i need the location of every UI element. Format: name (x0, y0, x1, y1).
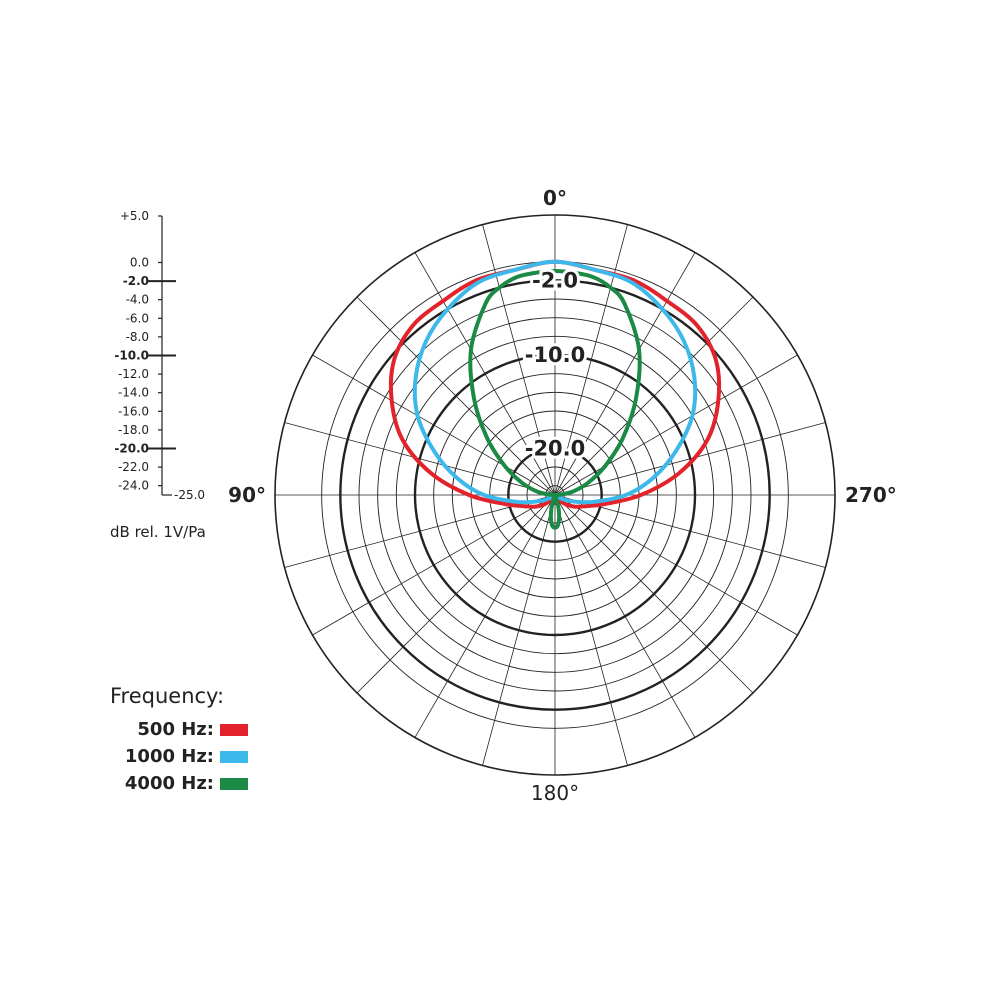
scale-label: -18.0 (118, 423, 149, 437)
scale-label: -10.0 (114, 349, 149, 363)
grid-ring (433, 373, 677, 617)
scale-label: -22.0 (118, 460, 149, 474)
bold-ring (507, 447, 603, 543)
legend-swatch-500hz (220, 723, 248, 736)
trace-4000hz (468, 269, 642, 530)
scale-label: -8.0 (126, 330, 149, 344)
scale-label: -14.0 (118, 386, 149, 400)
scale-label: -16.0 (118, 404, 149, 418)
grid-ring (395, 335, 715, 655)
ring-label-minus-10-0: -10.0 (525, 343, 586, 367)
legend-swatch-1000hz (220, 750, 248, 763)
scale-label: -6.0 (126, 311, 149, 325)
scale-label: -4.0 (126, 293, 149, 307)
bold-ring (413, 353, 697, 637)
legend-label-1000hz: 1000 Hz: (124, 746, 214, 767)
unit-label: dB rel. 1V/Pa (110, 523, 206, 541)
scale-label: -2.0 (123, 274, 149, 288)
legend: Frequency: 500 Hz: 1000 Hz: 4000 Hz: (110, 684, 370, 797)
legend-title: Frequency: (110, 684, 225, 708)
scale-label: 0.0 (130, 256, 149, 270)
scale-label: -25.0 (174, 488, 205, 502)
angle-label-90: 90° (228, 483, 266, 507)
legend-item-1000hz: 1000 Hz: (110, 743, 248, 770)
bold-ring (339, 279, 771, 711)
legend-label-500hz: 500 Hz: (137, 719, 214, 740)
angle-label-270: 270° (845, 483, 897, 507)
ring-label-minus-20-0: -20.0 (525, 436, 586, 460)
legend-item-500hz: 500 Hz: (110, 716, 248, 743)
grid-ring (526, 466, 584, 524)
legend-swatch-4000hz (220, 777, 248, 790)
ring-label-minus-2-0: -2.0 (532, 268, 578, 292)
grid-ring (377, 317, 733, 673)
grid-ring (358, 298, 752, 692)
legend-label-4000hz: 4000 Hz: (124, 773, 214, 794)
angle-label-180: 180° (531, 781, 579, 805)
scale-label: +5.0 (120, 209, 149, 223)
scale-label: -20.0 (114, 442, 149, 456)
legend-item-4000hz: 4000 Hz: (110, 770, 248, 797)
scale-label: -24.0 (118, 479, 149, 493)
scale-label: -12.0 (118, 367, 149, 381)
grid-ring (451, 391, 659, 599)
angle-label-0: 0° (543, 186, 567, 210)
